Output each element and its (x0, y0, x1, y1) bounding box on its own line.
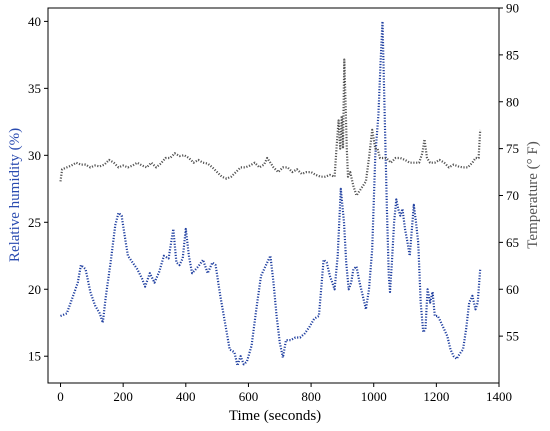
y-right-tick-label: 55 (506, 329, 519, 344)
humidity-series-line (60, 20, 482, 367)
plot-area (48, 8, 499, 383)
y-left-tick-label: 20 (28, 282, 41, 297)
series-layer (59, 20, 482, 367)
y-axis-left-title: Relative humidity (%) (7, 128, 23, 262)
y-right-tick-label: 85 (506, 47, 519, 62)
y-right-tick-label: 90 (506, 1, 519, 16)
x-tick-label: 600 (239, 389, 259, 404)
x-tick-label: 200 (113, 389, 133, 404)
y-left-tick-label: 15 (28, 349, 41, 364)
x-tick-label: 800 (301, 389, 321, 404)
x-tick-label: 1400 (486, 389, 512, 404)
temperature-series-line (59, 58, 482, 197)
y-axis-right-title: Temperature (° F) (525, 141, 541, 248)
y-right-tick-label: 80 (506, 94, 519, 109)
x-tick-label: 1000 (361, 389, 387, 404)
y-left-tick-label: 30 (28, 148, 41, 163)
y-right-tick-label: 65 (506, 235, 519, 250)
x-tick-label: 400 (176, 389, 196, 404)
y-right-tick-label: 60 (506, 282, 519, 297)
x-axis-title: Time (seconds) (229, 408, 321, 424)
y-left-tick-label: 35 (28, 81, 41, 96)
y-left-tick-label: 25 (28, 215, 41, 230)
plot-background (48, 8, 499, 383)
y-left-tick-label: 40 (28, 14, 41, 29)
x-tick-label: 0 (57, 389, 64, 404)
axes-layer: 0 200 400 600 800 1000 1200 1400 15 20 25 30 35 40 55 6… (28, 1, 519, 405)
y-right-tick-label: 70 (506, 188, 519, 203)
y-right-tick-label: 75 (506, 141, 519, 156)
x-tick-label: 1200 (423, 389, 449, 404)
